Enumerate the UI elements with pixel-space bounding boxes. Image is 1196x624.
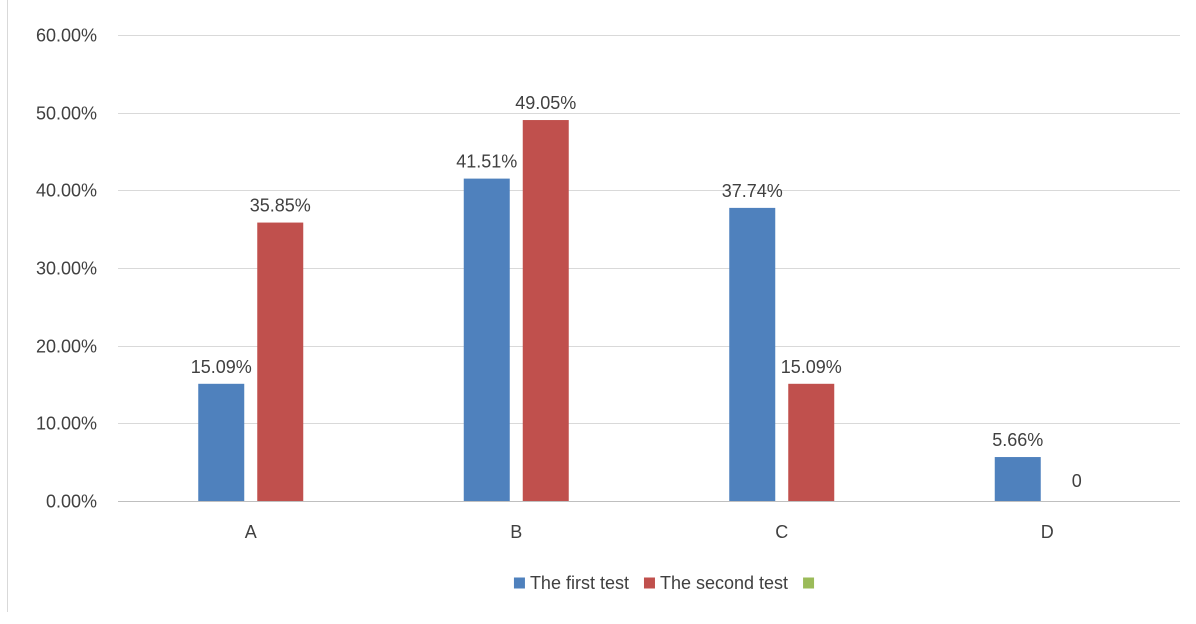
data-label: 49.05% — [515, 93, 576, 113]
bar-1-C — [729, 208, 775, 501]
y-tick-label: 60.00% — [36, 26, 97, 46]
bar-2-B — [523, 120, 569, 501]
y-tick-label: 40.00% — [36, 181, 97, 201]
bar-1-B — [464, 179, 510, 501]
legend-label: The second test — [660, 573, 788, 593]
bar-2-A — [257, 223, 303, 501]
bar-2-C — [788, 384, 834, 501]
y-tick-label: 50.00% — [36, 104, 97, 124]
y-axis-ticks: 0.00% 10.00% 20.00% 30.00% 40.00% 50.00% 60.00… — [36, 26, 97, 512]
legend: The first test The second test — [514, 573, 814, 593]
legend-label: The first test — [530, 573, 629, 593]
x-axis: A B C D — [245, 522, 1054, 542]
data-label: 41.51% — [456, 152, 517, 172]
x-tick-label: C — [775, 522, 788, 542]
data-label: 35.85% — [250, 196, 311, 216]
data-label: 37.74% — [722, 181, 783, 201]
y-tick-label: 0.00% — [46, 492, 97, 512]
bar-1-A — [198, 384, 244, 501]
frame-left-border — [7, 0, 8, 612]
bar-1-D — [995, 457, 1041, 501]
data-labels: 15.09% 35.85% 41.51% 49.05% 37.74% 15.09% 5.66… — [191, 93, 1082, 491]
x-tick-label: B — [510, 522, 522, 542]
data-label: 5.66% — [992, 430, 1043, 450]
data-label: 0 — [1072, 471, 1082, 491]
legend-swatch — [514, 578, 525, 589]
x-tick-label: D — [1041, 522, 1054, 542]
y-tick-label: 30.00% — [36, 259, 97, 279]
data-label: 15.09% — [191, 357, 252, 377]
legend-swatch — [644, 578, 655, 589]
y-tick-label: 10.00% — [36, 414, 97, 434]
legend-swatch — [803, 578, 814, 589]
bar-series — [198, 120, 1041, 501]
y-tick-label: 20.00% — [36, 337, 97, 357]
data-label: 15.09% — [781, 357, 842, 377]
x-tick-label: A — [245, 522, 257, 542]
